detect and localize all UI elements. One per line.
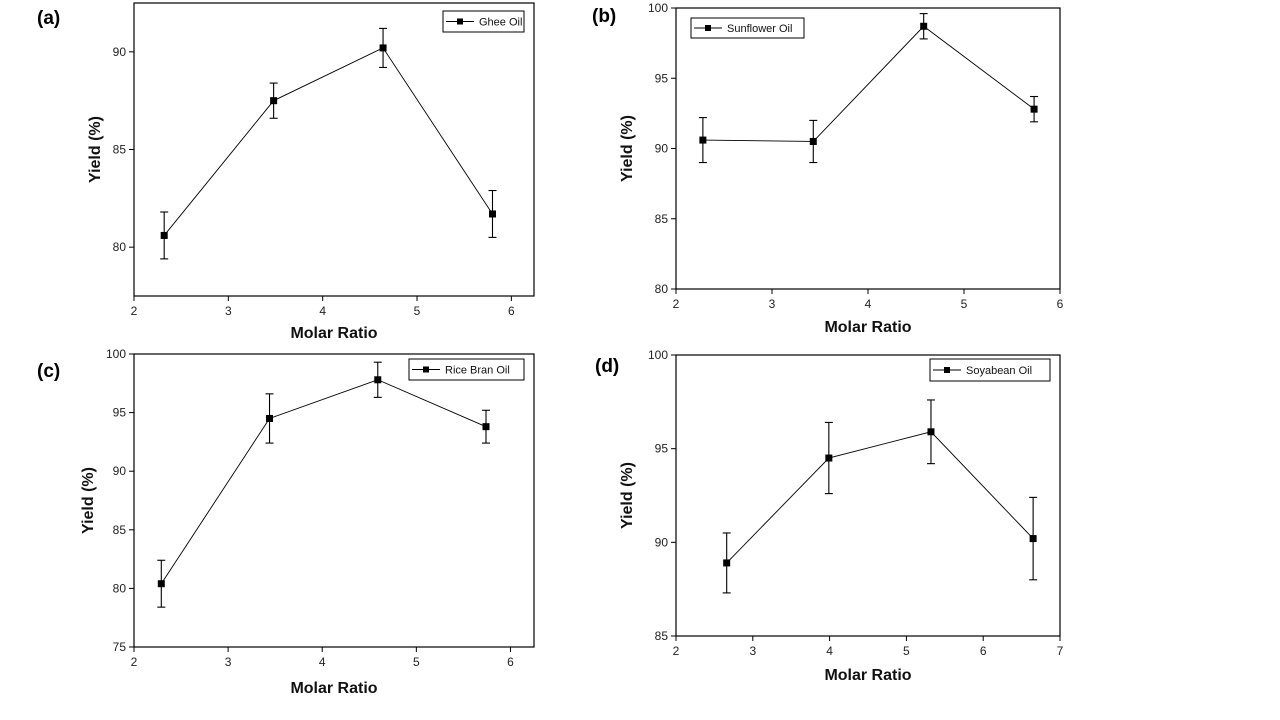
y-tick-label: 80	[113, 240, 127, 254]
x-tick-label: 6	[980, 644, 987, 658]
x-tick-label: 6	[1057, 297, 1064, 311]
plot-frame	[675, 7, 1061, 290]
y-tick-label: 90	[113, 464, 127, 478]
panel-label-a: (a)	[37, 8, 61, 29]
series-line	[163, 47, 493, 236]
legend-label: Ghee Oil	[479, 17, 522, 29]
x-tick-label: 5	[903, 644, 910, 658]
data-point-marker	[488, 210, 496, 218]
y-tick-label: 95	[655, 442, 669, 456]
chart-a: 2 3 4 5 6 80 85 90 Molar Ratio Yield (%) Ghee Oil	[87, 2, 535, 342]
y-tick-label: 95	[113, 406, 127, 420]
chart-b: 2 3 4 5 6 80 85 90 95 100 Molar Ratio Yield (%) Sunf…	[619, 1, 1064, 336]
x-tick-label: 2	[673, 644, 680, 658]
y-axis-title: Yield (%)	[619, 462, 636, 529]
chart-c: 2 3 4 5 6 75 80 85 90 95 100 Molar Ratio Yield (%) Ri…	[80, 347, 535, 697]
x-tick-label: 3	[749, 644, 756, 658]
legend-box	[690, 17, 805, 39]
y-tick-label: 100	[648, 1, 668, 15]
x-axis-title: Molar Ratio	[290, 325, 377, 342]
y-tick-label: 90	[655, 535, 669, 549]
legend-marker	[457, 18, 463, 25]
x-axis-title: Molar Ratio	[290, 680, 377, 697]
series-line	[702, 25, 1035, 142]
y-tick-label: 85	[655, 629, 669, 643]
panel-label-b: (b)	[592, 6, 617, 27]
data-point-marker	[699, 136, 707, 144]
data-point-marker	[379, 44, 387, 52]
data-point-marker	[927, 428, 935, 436]
y-axis-title: Yield (%)	[80, 467, 97, 534]
chart-panel-b: (b) 2 3 4 5 6 80 85 90 95 100 Molar Ratio Yield (%)…	[580, 0, 1080, 345]
plot-frame	[133, 2, 535, 297]
y-tick-label: 100	[648, 348, 668, 362]
legend-box	[442, 10, 525, 33]
series-line	[160, 379, 487, 584]
x-tick-label: 4	[319, 304, 326, 318]
data-point-marker	[809, 137, 817, 145]
chart-panel-c: (c) 2 3 4 5 6 75 80 85 90 95 100 Molar Ratio Yield (…	[0, 345, 560, 720]
legend-label: Soyabean Oil	[966, 365, 1032, 377]
y-tick-label: 85	[655, 212, 669, 226]
legend-label: Rice Bran Oil	[445, 365, 510, 377]
chart-panel-d: (d) 2 3 4 5 6 7 85 90 95 100 Molar Ratio Yield (%) S…	[580, 345, 1080, 720]
x-tick-label: 3	[225, 655, 232, 669]
x-tick-label: 5	[413, 655, 420, 669]
legend-marker	[944, 367, 950, 373]
chart-panel-a: (a) 2 3 4 5 6 80 85 90 Molar Ratio Yield (%) Ghee …	[0, 0, 560, 350]
data-point-marker	[266, 414, 274, 422]
y-tick-label: 90	[655, 142, 669, 156]
plot-frame	[675, 354, 1061, 637]
x-tick-label: 7	[1057, 644, 1064, 658]
y-tick-label: 75	[113, 640, 127, 654]
y-tick-label: 90	[113, 45, 127, 59]
y-tick-label: 85	[113, 523, 127, 537]
x-tick-label: 3	[225, 304, 232, 318]
data-point-marker	[723, 559, 731, 567]
data-point-marker	[1029, 535, 1037, 543]
data-point-marker	[160, 231, 168, 239]
series-line	[726, 431, 1034, 564]
data-point-marker	[482, 423, 490, 431]
data-point-marker	[374, 376, 382, 384]
legend-box	[408, 358, 525, 381]
panel-label-c: (c)	[37, 361, 61, 382]
x-tick-label: 5	[414, 304, 421, 318]
chart-d: 2 3 4 5 6 7 85 90 95 100 Molar Ratio Yield (%) Soyab…	[619, 348, 1064, 684]
x-tick-label: 2	[673, 297, 680, 311]
x-axis-title: Molar Ratio	[824, 667, 911, 684]
x-tick-label: 4	[826, 644, 833, 658]
y-tick-label: 95	[655, 71, 669, 85]
y-tick-label: 85	[113, 143, 127, 157]
legend-label: Sunflower Oil	[727, 23, 792, 35]
x-tick-label: 6	[508, 304, 515, 318]
x-tick-label: 6	[507, 655, 514, 669]
data-point-marker	[920, 22, 928, 30]
legend-box	[929, 358, 1051, 382]
x-tick-label: 2	[131, 655, 138, 669]
y-tick-label: 80	[113, 581, 127, 595]
y-tick-label: 80	[655, 282, 669, 296]
x-tick-label: 4	[865, 297, 872, 311]
legend-marker	[423, 366, 429, 373]
y-axis-title: Yield (%)	[619, 115, 636, 182]
data-point-marker	[270, 97, 278, 105]
panel-label-d: (d)	[595, 356, 620, 377]
x-axis-title: Molar Ratio	[824, 319, 911, 336]
data-point-marker	[157, 580, 165, 588]
x-tick-label: 2	[131, 304, 138, 318]
y-axis-title: Yield (%)	[87, 116, 104, 183]
data-point-marker	[825, 454, 833, 462]
y-tick-label: 100	[106, 347, 126, 361]
plot-frame	[133, 353, 535, 648]
x-tick-label: 3	[769, 297, 776, 311]
x-tick-label: 5	[961, 297, 968, 311]
legend-marker	[705, 25, 711, 31]
x-tick-label: 4	[319, 655, 326, 669]
data-point-marker	[1030, 105, 1038, 113]
